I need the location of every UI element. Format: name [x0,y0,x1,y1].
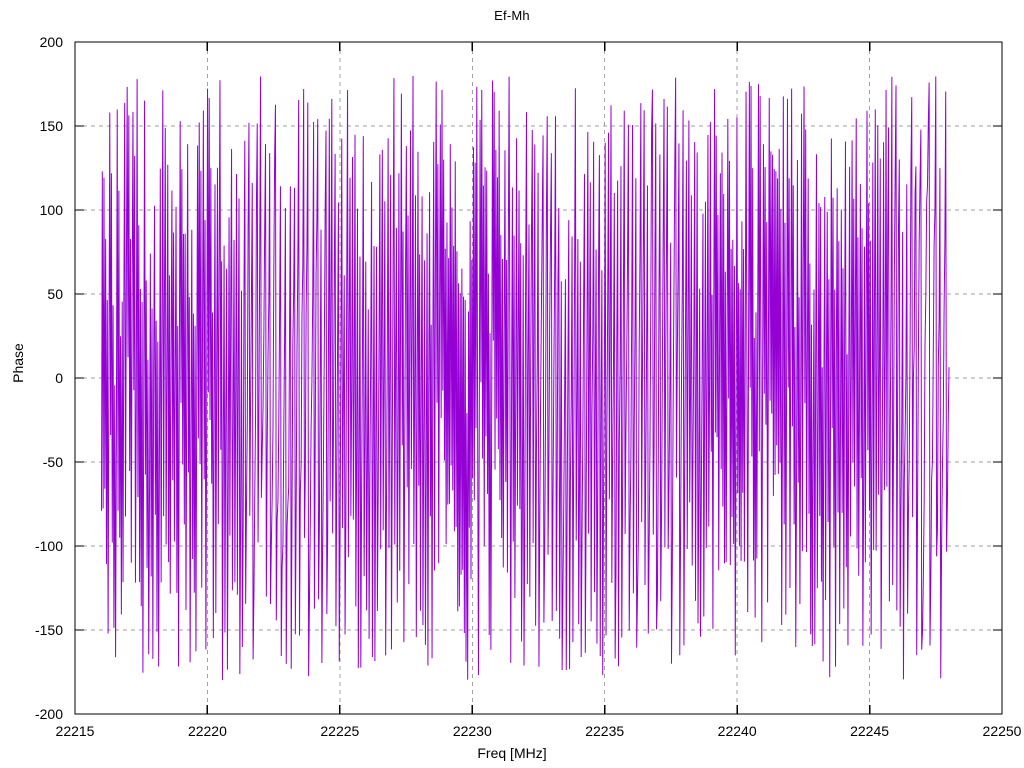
y-tick-label: -50 [43,454,63,470]
x-axis-label: Freq [MHz] [477,745,547,761]
x-tick-label: 22220 [188,723,227,739]
x-tick-label: 22245 [850,723,889,739]
tick-marks [74,41,1003,715]
y-tick-label: 100 [40,202,64,218]
y-tick-labels: -200 -150 -100 -50 0 50 100 150 200 [35,34,63,722]
chart-title: Ef-Mh [494,8,530,23]
x-tick-label: 22230 [453,723,492,739]
data-series-group [100,75,950,681]
data-series-phase [100,75,950,681]
y-axis-label: Phase [10,343,26,383]
y-tick-label: 150 [40,118,64,134]
y-tick-label: -100 [35,538,63,554]
y-tick-label: 200 [40,34,64,50]
x-tick-label: 22240 [718,723,757,739]
x-tick-labels: 22215 22220 22225 22230 22235 22240 22245 22250 [56,723,1022,739]
y-tick-label: -200 [35,706,63,722]
x-tick-label: 22250 [983,723,1022,739]
y-tick-label: 0 [55,370,63,386]
y-tick-label: -150 [35,622,63,638]
x-tick-label: 22235 [585,723,624,739]
x-tick-label: 22225 [320,723,359,739]
y-tick-label: 50 [47,286,63,302]
x-tick-label: 22215 [56,723,95,739]
